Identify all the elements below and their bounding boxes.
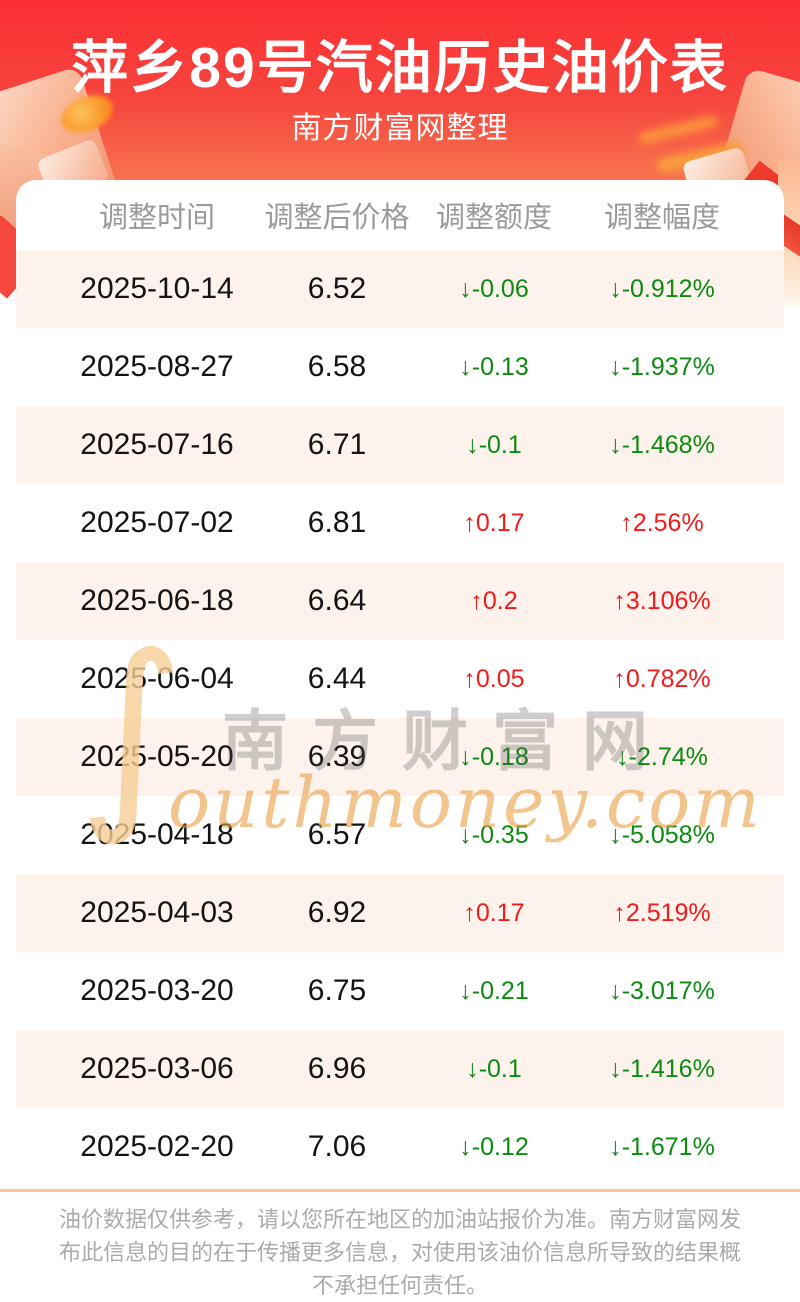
row-percent: ↓-1.416% [609, 1054, 715, 1083]
row-price: 6.64 [307, 584, 367, 617]
row-date: 2025-10-14 [80, 272, 234, 305]
table-header-row: 调整时间 调整后价格 调整额度 调整幅度 [16, 180, 784, 250]
row-percent: ↑3.106% [613, 586, 711, 615]
table-body: 2025-10-14 6.52 ↓-0.06 ↓-0.912% 2025-08-… [16, 250, 784, 1186]
row-price: 7.06 [307, 1130, 367, 1163]
table-row: 2025-03-20 6.75 ↓-0.21 ↓-3.017% [16, 952, 784, 1030]
row-change: ↓-0.06 [459, 274, 529, 303]
row-price: 6.96 [307, 1052, 367, 1085]
column-header-date: 调整时间 [98, 202, 215, 234]
row-date: 2025-02-20 [80, 1130, 234, 1163]
row-change: ↑0.05 [463, 664, 525, 693]
table-row: 2025-05-20 6.39 ↓-0.18 ↓-2.74% [16, 718, 784, 796]
row-change: ↑0.17 [463, 898, 525, 927]
row-price: 6.92 [307, 896, 367, 929]
column-header-change: 调整额度 [435, 202, 552, 234]
row-date: 2025-03-06 [80, 1052, 234, 1085]
row-change: ↓-0.1 [466, 430, 522, 459]
footer-separator [0, 1189, 800, 1192]
row-price: 6.57 [307, 818, 367, 851]
footer-disclaimer: 油价数据仅供参考，请以您所在地区的加油站报价为准。南方财富网发布此信息的目的在于… [59, 1207, 742, 1298]
row-percent: ↓-5.058% [609, 820, 715, 849]
row-price: 6.44 [307, 662, 367, 695]
row-percent: ↓-3.017% [609, 976, 715, 1005]
row-percent: ↑2.519% [613, 898, 711, 927]
row-date: 2025-07-16 [80, 428, 234, 461]
row-change: ↑0.2 [470, 586, 518, 615]
column-header-percent: 调整幅度 [603, 202, 720, 234]
row-percent: ↓-1.468% [609, 430, 715, 459]
row-percent: ↓-2.74% [616, 742, 708, 771]
row-date: 2025-05-20 [80, 740, 234, 773]
column-header-price: 调整后价格 [264, 202, 410, 234]
row-price: 6.75 [307, 974, 367, 1007]
row-change: ↓-0.1 [466, 1054, 522, 1083]
table-row: 2025-02-20 7.06 ↓-0.12 ↓-1.671% [16, 1108, 784, 1186]
row-date: 2025-06-18 [80, 584, 234, 617]
row-date: 2025-04-03 [80, 896, 234, 929]
row-date: 2025-08-27 [80, 350, 234, 383]
table-row: 2025-06-18 6.64 ↑0.2 ↑3.106% [16, 562, 784, 640]
row-change: ↓-0.18 [459, 742, 529, 771]
row-change: ↓-0.12 [459, 1132, 529, 1161]
table-row: 2025-06-04 6.44 ↑0.05 ↑0.782% [16, 640, 784, 718]
row-percent: ↓-1.671% [609, 1132, 715, 1161]
row-percent: ↑2.56% [620, 508, 704, 537]
row-percent: ↑0.782% [613, 664, 711, 693]
table-row: 2025-04-18 6.57 ↓-0.35 ↓-5.058% [16, 796, 784, 874]
table-row: 2025-10-14 6.52 ↓-0.06 ↓-0.912% [16, 250, 784, 328]
row-date: 2025-06-04 [80, 662, 234, 695]
row-change: ↓-0.21 [459, 976, 529, 1005]
row-price: 6.81 [307, 506, 367, 539]
row-percent: ↓-1.937% [609, 352, 715, 381]
row-percent: ↓-0.912% [609, 274, 715, 303]
row-price: 6.39 [307, 740, 367, 773]
row-price: 6.58 [307, 350, 367, 383]
table-row: 2025-04-03 6.92 ↑0.17 ↑2.519% [16, 874, 784, 952]
price-table-card: 调整时间 调整后价格 调整额度 调整幅度 2025-10-14 6.52 ↓-0… [16, 180, 784, 1186]
table-row: 2025-03-06 6.96 ↓-0.1 ↓-1.416% [16, 1030, 784, 1108]
row-change: ↓-0.35 [459, 820, 529, 849]
row-change: ↓-0.13 [459, 352, 529, 381]
table-row: 2025-07-02 6.81 ↑0.17 ↑2.56% [16, 484, 784, 562]
page-subtitle: 南方财富网整理 [291, 112, 509, 145]
row-date: 2025-04-18 [80, 818, 234, 851]
row-date: 2025-07-02 [80, 506, 234, 539]
table-row: 2025-07-16 6.71 ↓-0.1 ↓-1.468% [16, 406, 784, 484]
row-change: ↑0.17 [463, 508, 525, 537]
row-price: 6.71 [307, 428, 367, 461]
row-price: 6.52 [307, 272, 367, 305]
row-date: 2025-03-20 [80, 974, 234, 1007]
table-row: 2025-08-27 6.58 ↓-0.13 ↓-1.937% [16, 328, 784, 406]
page-title: 萍乡89号汽油历史油价表 [71, 36, 729, 100]
